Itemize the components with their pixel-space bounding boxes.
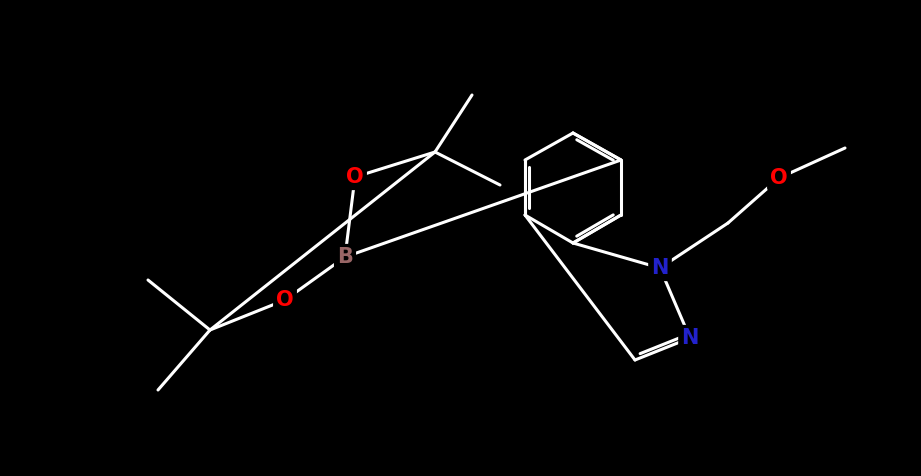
Text: O: O <box>346 167 364 187</box>
Text: O: O <box>770 168 787 188</box>
Text: N: N <box>651 258 669 278</box>
Text: B: B <box>337 247 353 267</box>
Text: N: N <box>682 328 699 348</box>
Text: O: O <box>276 290 294 310</box>
